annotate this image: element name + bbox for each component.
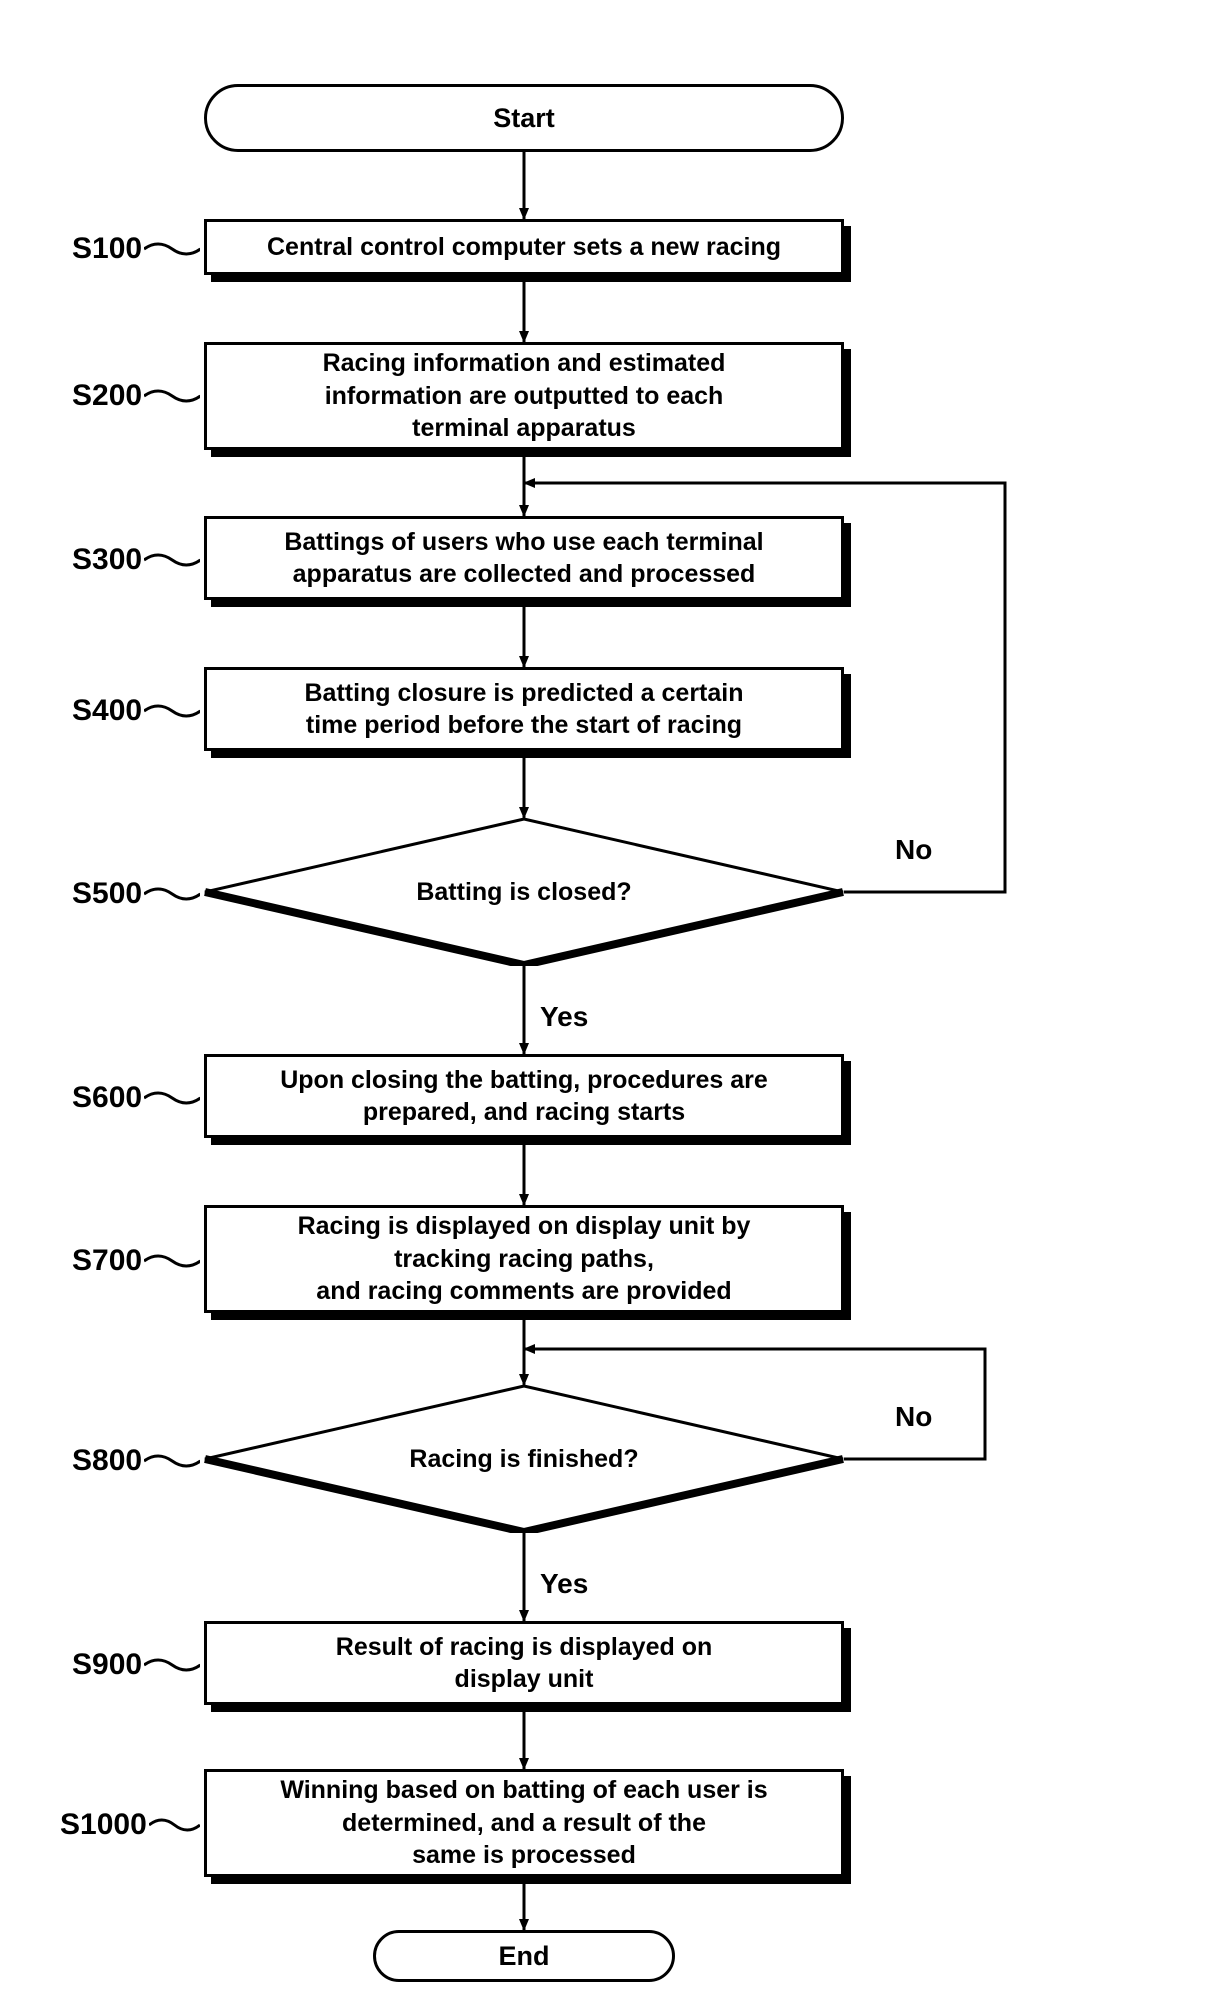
s700-process: Racing is displayed on display unit bytr…	[204, 1205, 844, 1313]
s400-process: Batting closure is predicted a certainti…	[204, 667, 844, 751]
step-label-s900: S900	[72, 1648, 142, 1682]
step-label-s300: S300	[72, 543, 142, 577]
s800-decision-label: Racing is finished?	[204, 1385, 844, 1533]
step-label-s1000: S1000	[60, 1808, 147, 1842]
s500-decision: Batting is closed?	[204, 818, 844, 966]
step-label-s500: S500	[72, 877, 142, 911]
edge-label-s500-no: No	[895, 834, 932, 866]
step-label-s200: S200	[72, 379, 142, 413]
step-label-s400: S400	[72, 694, 142, 728]
s100-process: Central control computer sets a new raci…	[204, 219, 844, 275]
step-label-s100: S100	[72, 232, 142, 266]
s600-process: Upon closing the batting, procedures are…	[204, 1054, 844, 1138]
step-label-s700: S700	[72, 1244, 142, 1278]
step-label-s800: S800	[72, 1444, 142, 1478]
s300-process: Battings of users who use each terminala…	[204, 516, 844, 600]
s200-process: Racing information and estimatedinformat…	[204, 342, 844, 450]
step-label-s600: S600	[72, 1081, 142, 1115]
end-terminator: End	[373, 1930, 675, 1982]
edge-label-s500-yes: Yes	[540, 1001, 588, 1033]
s1000-process: Winning based on batting of each user is…	[204, 1769, 844, 1877]
edge-label-s800-yes: Yes	[540, 1568, 588, 1600]
edge-label-s800-no: No	[895, 1401, 932, 1433]
s500-decision-label: Batting is closed?	[204, 818, 844, 966]
flowchart-canvas: Start Central control computer sets a new…	[0, 0, 1231, 2011]
s900-process: Result of racing is displayed ondisplay …	[204, 1621, 844, 1705]
start-terminator: Start	[204, 84, 844, 152]
s800-decision: Racing is finished?	[204, 1385, 844, 1533]
